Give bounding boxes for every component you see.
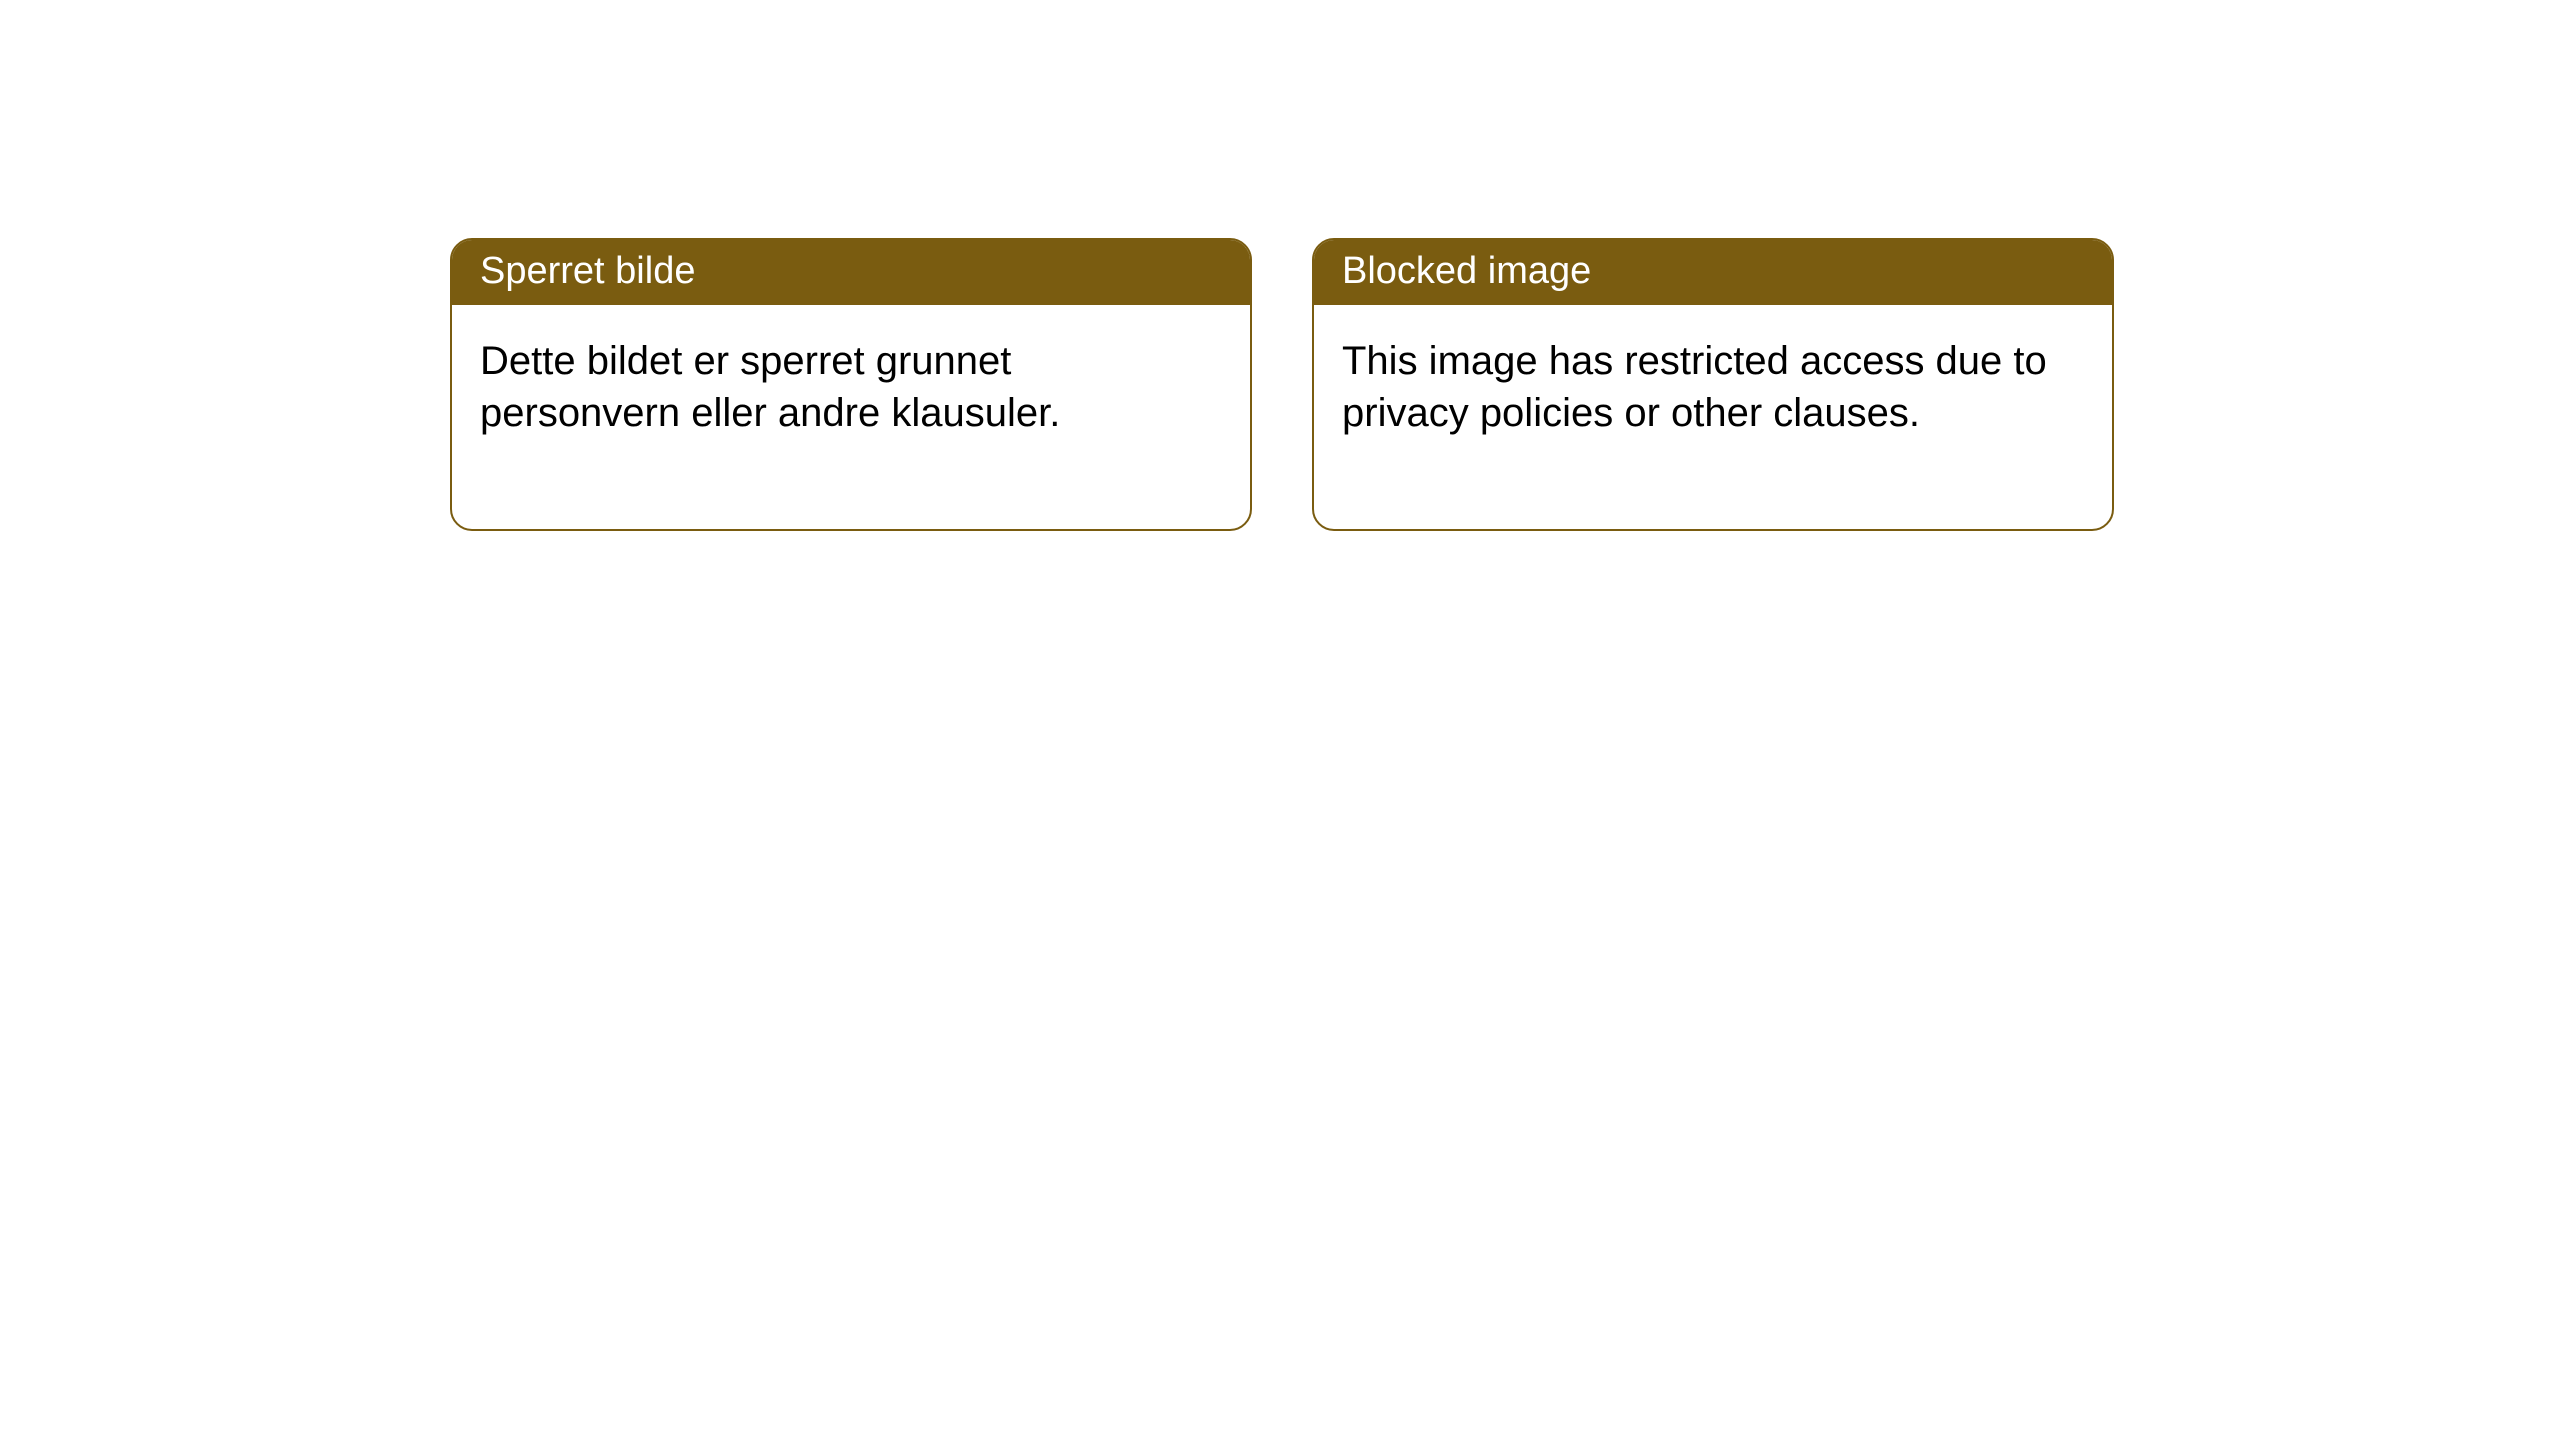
blocked-card-en: Blocked image This image has restricted … bbox=[1312, 238, 2114, 531]
blocked-card-en-title: Blocked image bbox=[1314, 240, 2112, 305]
blocked-card-no-title: Sperret bilde bbox=[452, 240, 1250, 305]
blocked-card-no-body: Dette bildet er sperret grunnet personve… bbox=[452, 305, 1250, 529]
blocked-image-cards: Sperret bilde Dette bildet er sperret gr… bbox=[450, 238, 2114, 531]
blocked-card-no: Sperret bilde Dette bildet er sperret gr… bbox=[450, 238, 1252, 531]
blocked-card-en-body: This image has restricted access due to … bbox=[1314, 305, 2112, 529]
